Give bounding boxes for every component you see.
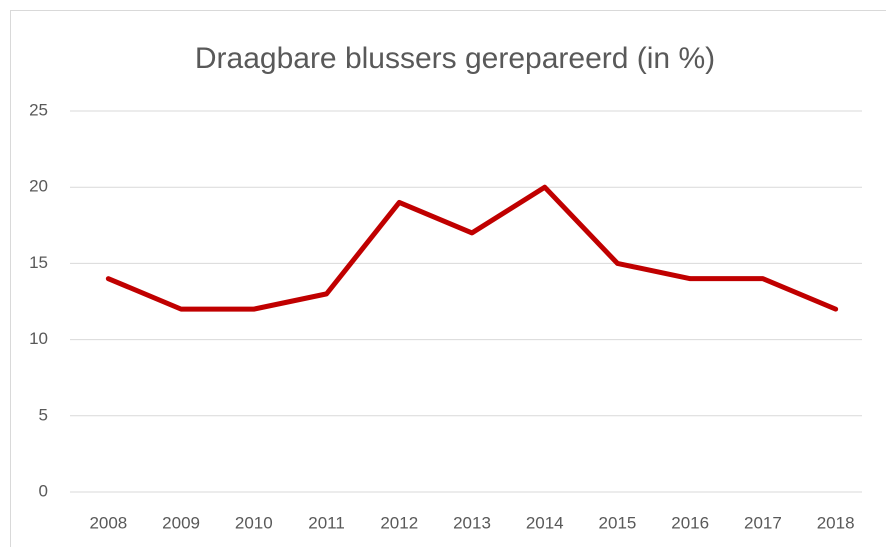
x-tick-label: 2008 <box>89 513 127 532</box>
x-tick-label: 2015 <box>599 513 637 532</box>
x-tick-label: 2017 <box>744 513 782 532</box>
x-tick-label: 2011 <box>308 513 345 532</box>
x-tick-label: 2018 <box>817 513 855 532</box>
x-tick-label: 2010 <box>235 513 273 532</box>
x-tick-label: 2012 <box>380 513 418 532</box>
y-tick-label: 15 <box>29 253 48 272</box>
y-tick-label: 0 <box>39 481 48 500</box>
x-tick-label: 2016 <box>671 513 709 532</box>
x-tick-label: 2013 <box>453 513 491 532</box>
y-tick-label: 25 <box>29 100 48 119</box>
y-tick-label: 10 <box>29 329 48 348</box>
y-tick-label: 5 <box>39 405 48 424</box>
x-tick-label: 2014 <box>526 513 564 532</box>
chart-title: Draagbare blussers gerepareerd (in %) <box>195 42 715 75</box>
y-tick-label: 20 <box>29 177 48 196</box>
line <box>105 184 839 312</box>
x-tick-label: 2009 <box>162 513 200 532</box>
